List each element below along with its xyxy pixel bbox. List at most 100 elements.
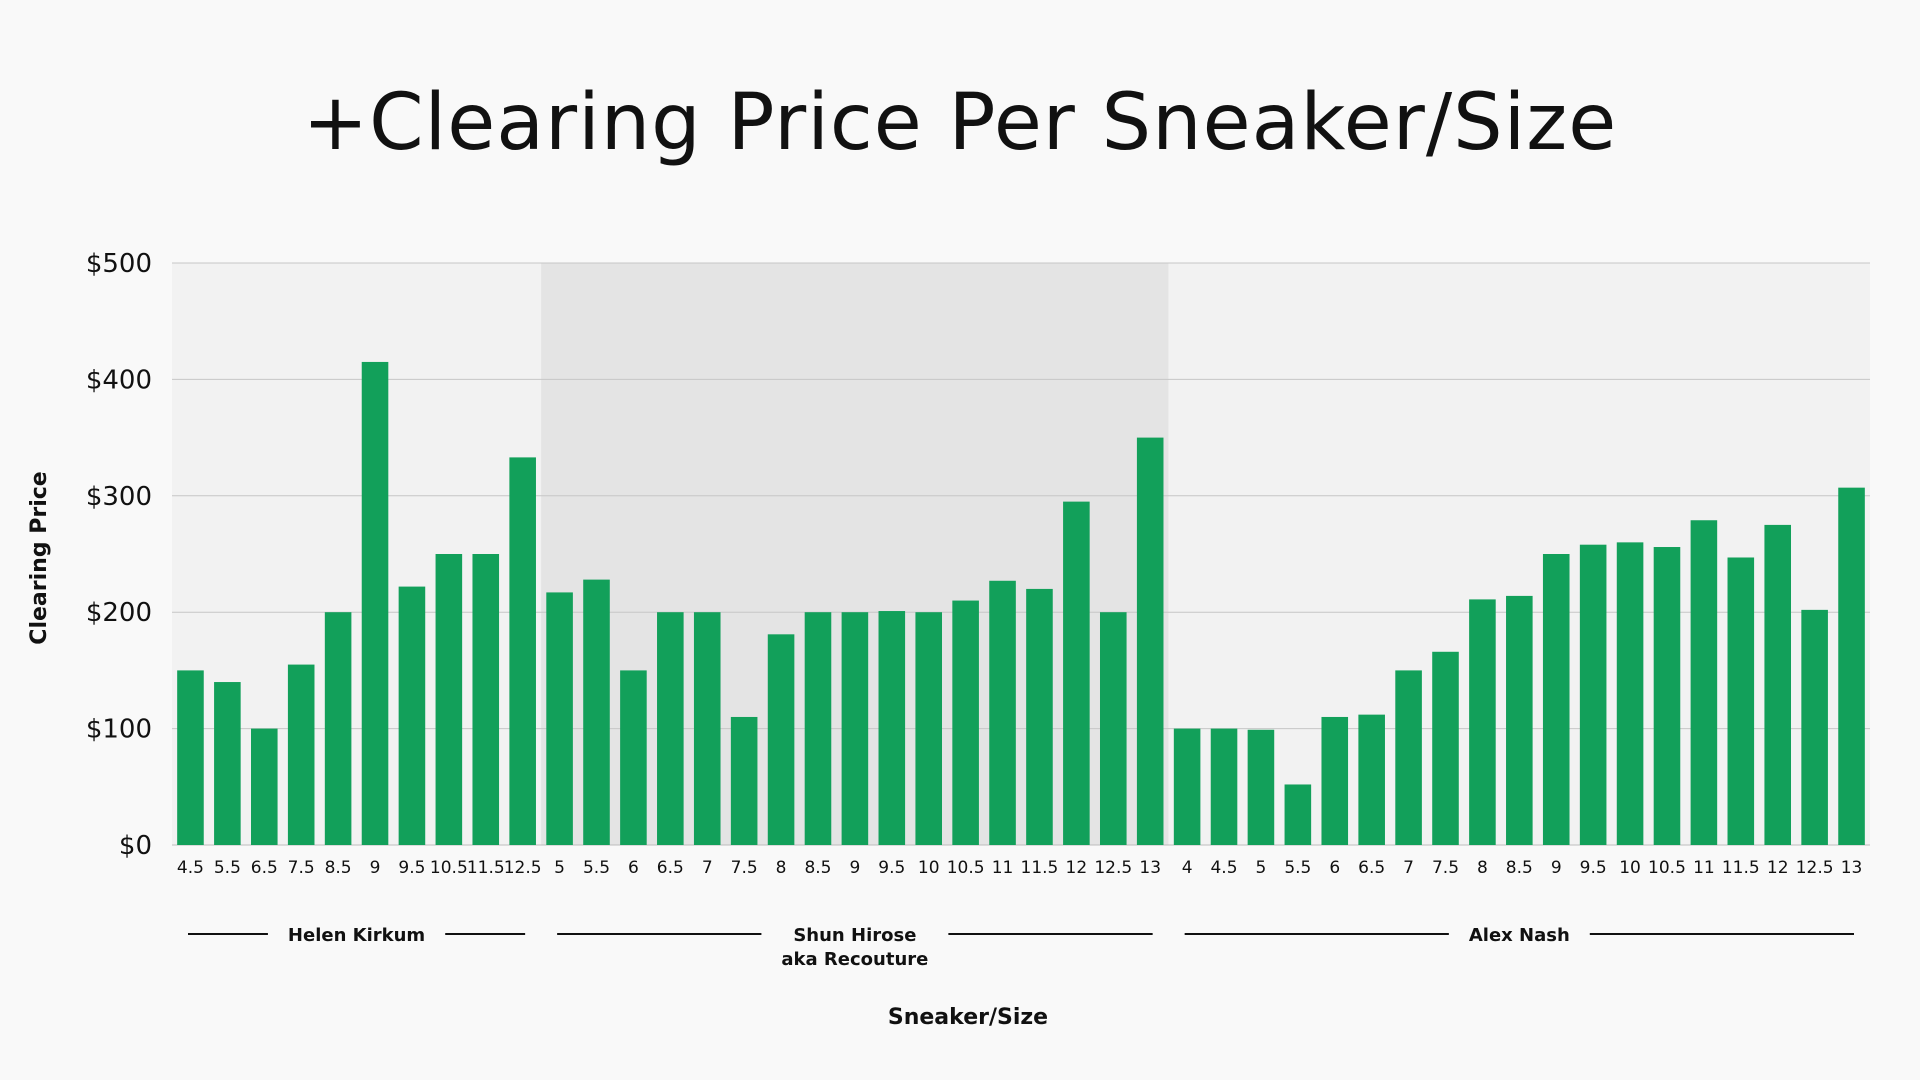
chart-title: +Clearing Price Per Sneaker/Size (302, 78, 1618, 168)
bar (324, 612, 352, 845)
bar (1358, 714, 1385, 845)
x-tick-label: 6 (1329, 858, 1340, 878)
x-tick-label: 11 (1693, 858, 1715, 878)
x-tick-label: 4 (1182, 858, 1193, 878)
bar (657, 612, 684, 845)
x-tick-label: 5.5 (583, 858, 610, 878)
y-tick-label: $400 (86, 365, 152, 395)
x-tick-label: 6.5 (1358, 858, 1385, 878)
y-tick-label: $500 (86, 249, 152, 279)
bar (287, 664, 315, 845)
bar (952, 600, 979, 845)
bar (177, 670, 204, 845)
bar (398, 586, 426, 845)
bar (841, 612, 869, 845)
bar (1469, 599, 1496, 845)
bar (1432, 651, 1459, 845)
x-tick-label: 7 (702, 858, 713, 878)
bar (1690, 520, 1718, 845)
x-tick-label: 8.5 (804, 858, 831, 878)
group-bands (172, 263, 1870, 845)
x-tick-label: 11.5 (1021, 858, 1059, 878)
bar (546, 592, 573, 845)
bar (214, 682, 241, 845)
bar (1247, 729, 1275, 845)
group-labels: Helen Kirkum Shun Hirose aka Recouture Alex… (188, 925, 1854, 970)
x-tick-label: 9 (370, 858, 381, 878)
x-tick-label: 8 (1477, 858, 1488, 878)
x-tick-label: 4.5 (177, 858, 204, 878)
x-tick-label: 11 (992, 858, 1014, 878)
x-tick-label: 7.5 (1432, 858, 1459, 878)
x-tick-label: 9.5 (878, 858, 905, 878)
x-axis-ticks: 4.5 5.5 6.5 7.5 8.5 9 9.5 10.5 11.5 12.5 5 5.5 6 6.5 7… (177, 858, 1862, 878)
bar (583, 579, 610, 845)
x-tick-label: 12.5 (1094, 858, 1132, 878)
x-tick-label: 8.5 (325, 858, 352, 878)
y-tick-label: $300 (86, 482, 152, 512)
bar (1506, 595, 1533, 845)
x-tick-label: 7 (1403, 858, 1414, 878)
y-axis-ticks: $0 $100 $200 $300 $400 $500 (86, 249, 152, 861)
x-tick-label: 7.5 (731, 858, 758, 878)
x-tick-label: 10.5 (430, 858, 468, 878)
bar (1764, 524, 1792, 845)
x-tick-label: 11.5 (467, 858, 505, 878)
bar (1210, 728, 1238, 845)
bar (1727, 557, 1755, 845)
bar (435, 554, 463, 845)
x-tick-label: 9 (849, 858, 860, 878)
bar (1099, 612, 1127, 845)
bar (361, 361, 389, 845)
bar (1136, 437, 1164, 845)
bar (1026, 588, 1053, 845)
x-axis-title: Sneaker/Size (888, 1005, 1048, 1030)
bar (1838, 487, 1865, 845)
x-tick-label: 13 (1139, 858, 1161, 878)
bars (177, 361, 1865, 845)
bar (1321, 716, 1349, 845)
x-tick-label: 12.5 (1796, 858, 1834, 878)
x-tick-label: 4.5 (1210, 858, 1237, 878)
x-tick-label: 5 (554, 858, 565, 878)
group-label: Alex Nash (1469, 925, 1570, 946)
bar (509, 457, 536, 845)
group-label: Shun Hirose (793, 925, 916, 946)
x-tick-label: 10 (918, 858, 940, 878)
y-tick-label: $0 (119, 831, 152, 861)
bar (915, 612, 943, 845)
x-tick-label: 6 (628, 858, 639, 878)
bar (472, 554, 500, 845)
bar (620, 670, 647, 845)
bar (1579, 544, 1607, 845)
y-tick-label: $200 (86, 598, 152, 628)
bar (767, 634, 795, 845)
x-tick-label: 9.5 (1580, 858, 1607, 878)
group-label: Helen Kirkum (288, 925, 425, 946)
x-tick-label: 10.5 (1648, 858, 1686, 878)
bar (1801, 609, 1828, 845)
x-tick-label: 9.5 (398, 858, 425, 878)
bar (1542, 554, 1570, 845)
x-tick-label: 5.5 (214, 858, 241, 878)
x-tick-label: 8.5 (1506, 858, 1533, 878)
y-axis-title: Clearing Price (27, 471, 52, 644)
bar (804, 612, 832, 845)
x-tick-label: 12 (1767, 858, 1789, 878)
bar (250, 728, 278, 845)
x-tick-label: 7.5 (288, 858, 315, 878)
bar (693, 612, 721, 845)
bar (730, 716, 758, 845)
bar (1616, 542, 1644, 845)
x-tick-label: 12 (1066, 858, 1088, 878)
bar (1063, 501, 1090, 845)
x-tick-label: 9 (1551, 858, 1562, 878)
bar (1173, 728, 1201, 845)
x-tick-label: 6.5 (657, 858, 684, 878)
bar (1395, 670, 1422, 845)
bar (989, 580, 1016, 845)
x-tick-label: 11.5 (1722, 858, 1760, 878)
bar (878, 611, 906, 845)
x-tick-label: 5 (1256, 858, 1267, 878)
